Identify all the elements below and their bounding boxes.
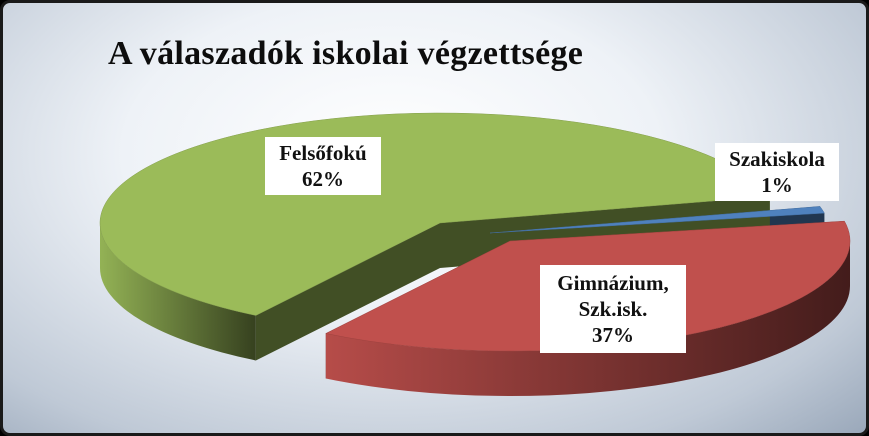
pie-slice-rim-1 [325,241,850,397]
pie-slice-wall-2-0 [255,223,440,361]
pie-category-label-1: Gimnázium, [557,271,668,295]
pie-category-label-0: Szakiskola [729,147,825,171]
chart-title: A válaszadók iskolai végzettsége [108,35,584,72]
pie-slice-rim-2 [100,223,256,361]
pie-value-label-0: 1% [761,173,793,197]
pie-value-label-2: 62% [302,167,344,191]
pie-category-label-1: Szk.isk. [579,297,648,321]
pie-label-1: Gimnázium,Szk.isk.37% [540,265,686,353]
pie-label-box-1 [540,265,686,353]
pie-label-box-2 [265,137,381,195]
pie-category-label-2: Felsőfokú [279,141,367,165]
pie-label-box-0 [715,143,839,201]
pie-value-label-1: 37% [592,323,634,347]
pie-slice-0 [489,206,825,234]
